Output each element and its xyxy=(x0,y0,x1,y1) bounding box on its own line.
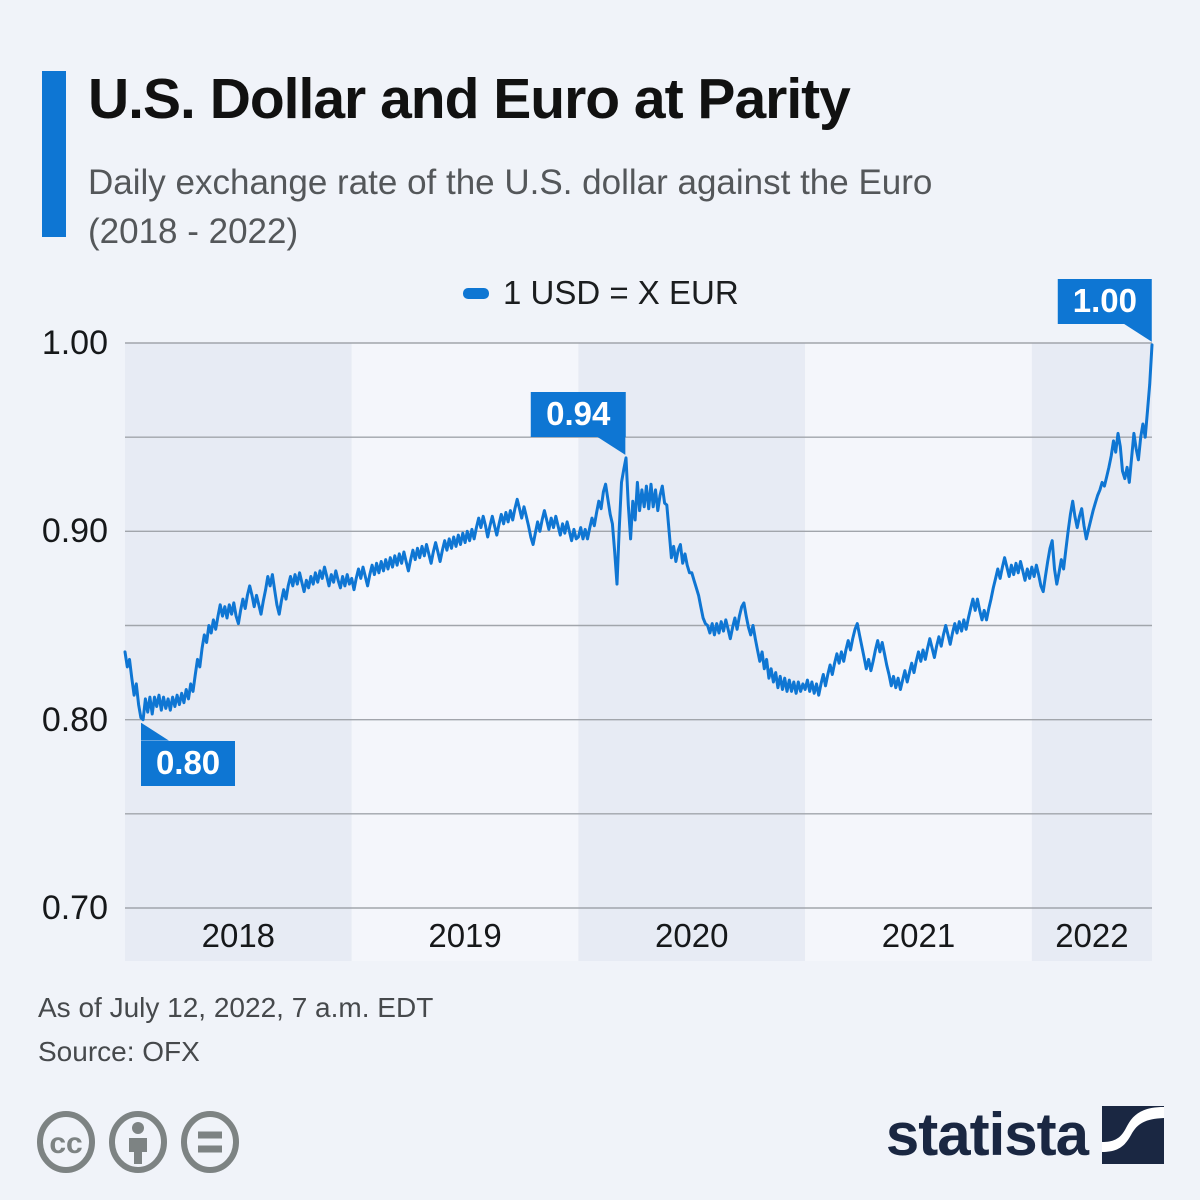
y-axis-label-0.90: 0.90 xyxy=(41,512,108,551)
value-callout-0.94: 0.94 xyxy=(531,391,626,455)
year-band-2018 xyxy=(125,343,352,961)
x-axis-label-2020: 2020 xyxy=(655,917,729,954)
legend-dash-icon xyxy=(463,287,489,299)
page-subtitle: Daily exchange rate of the U.S. dollar a… xyxy=(88,158,932,256)
value-callout-1.00: 1.00 xyxy=(1057,278,1152,342)
y-axis-label-0.70: 0.70 xyxy=(41,889,108,927)
x-axis-label-2021: 2021 xyxy=(881,917,956,954)
legend-label: 1 USD = X EUR xyxy=(503,274,739,311)
x-axis-label-2018: 2018 xyxy=(201,917,276,954)
svg-text:cc: cc xyxy=(49,1127,82,1160)
title-accent-bar xyxy=(42,71,66,237)
exchange-rate-line xyxy=(123,343,1154,722)
as-of-note: As of July 12, 2022, 7 a.m. EDT xyxy=(38,992,434,1023)
cc-icon: cc xyxy=(37,1111,95,1173)
year-band-2019 xyxy=(351,343,579,961)
source-note: Source: OFX xyxy=(38,1036,200,1067)
x-axis-label-2019: 2019 xyxy=(428,917,502,954)
statista-logo[interactable]: statista xyxy=(886,1100,1164,1169)
statista-logo-mark xyxy=(1102,1105,1164,1164)
page-title: U.S. Dollar and Euro at Parity xyxy=(88,67,851,131)
x-axis-label-2022: 2022 xyxy=(1055,917,1129,954)
callout-label: 0.80 xyxy=(155,743,221,781)
y-axis-label-1.00: 1.00 xyxy=(41,324,108,362)
attribution-person-icon xyxy=(109,1111,167,1173)
value-callout-0.80: 0.80 xyxy=(140,722,236,786)
statista-logo-text: statista xyxy=(885,1101,1089,1168)
no-derivatives-equals-icon xyxy=(181,1111,239,1173)
subtitle-line-2: (2018 - 2022) xyxy=(88,212,299,251)
chart-legend: 1 USD = X EUR xyxy=(463,274,739,312)
y-axis-label-0.80: 0.80 xyxy=(41,700,108,739)
exchange-rate-line-chart xyxy=(123,342,1154,961)
cc-license-badge[interactable]: cc xyxy=(36,1104,268,1180)
callout-label: 1.00 xyxy=(1072,281,1137,319)
callout-label: 0.94 xyxy=(546,394,611,432)
subtitle-line-1: Daily exchange rate of the U.S. dollar a… xyxy=(88,163,933,202)
